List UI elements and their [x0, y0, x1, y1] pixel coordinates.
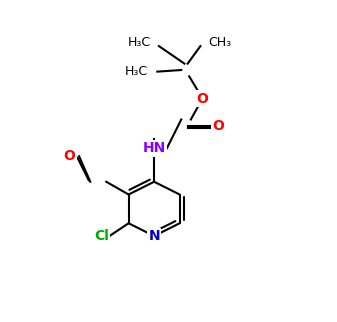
Text: CH₃: CH₃: [208, 36, 232, 49]
Text: Cl: Cl: [94, 229, 109, 243]
Text: H₃C: H₃C: [125, 65, 148, 78]
Text: O: O: [196, 92, 208, 106]
Text: O: O: [212, 119, 224, 133]
Text: HN: HN: [143, 141, 166, 155]
Text: H₃C: H₃C: [128, 36, 151, 49]
Text: N: N: [148, 229, 160, 243]
Text: O: O: [64, 149, 75, 163]
